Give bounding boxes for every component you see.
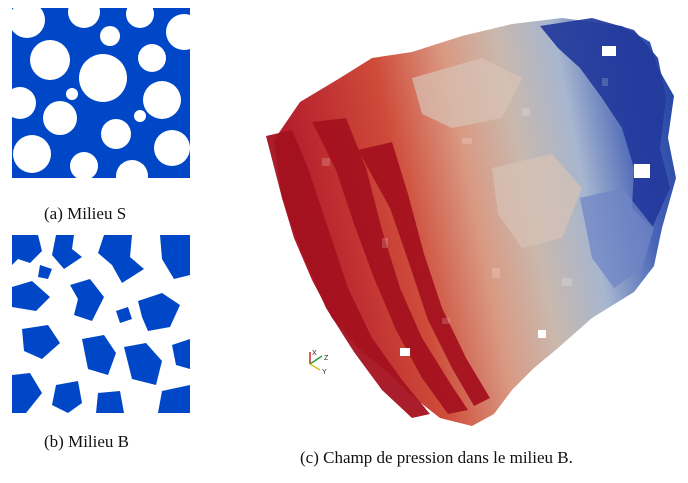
panel-c-pressure-field: X Z Y [262,18,682,430]
caption-a: (a) Milieu S [44,204,127,223]
panel-a-milieu-s [12,8,190,178]
milieu-s-image [12,8,190,178]
axis-z-label: Z [324,355,329,362]
caption-b: (b) Milieu B [44,432,129,451]
pressure-field-render: X Z Y [266,18,676,426]
axis-x-label: X [312,350,317,357]
axes-triad [309,352,323,371]
milieu-b-image [12,235,190,413]
axis-y-label: Y [322,369,327,376]
panel-b-milieu-b [12,235,190,413]
pressure-volume [274,18,676,426]
caption-c: (c) Champ de pression dans le milieu B. [300,448,573,467]
